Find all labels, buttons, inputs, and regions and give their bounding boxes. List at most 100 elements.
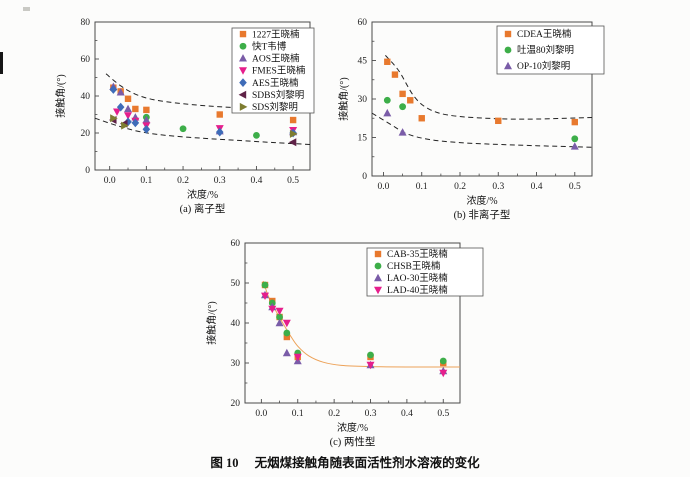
series-CHSB王晓楠 xyxy=(261,281,447,365)
chart-subtitle: (c) 两性型 xyxy=(330,435,376,448)
legend-marker xyxy=(239,67,247,75)
legend-marker xyxy=(504,30,512,38)
data-point xyxy=(121,121,129,130)
y-tick-label: 0 xyxy=(362,172,367,182)
data-point xyxy=(367,351,374,359)
legend-label: OP-10刘黎明 xyxy=(517,60,570,72)
data-point xyxy=(276,313,283,321)
upper-envelope xyxy=(385,55,593,120)
data-point xyxy=(283,329,291,337)
chart-subtitle: (b) 非离子型 xyxy=(454,208,511,221)
x-tick-label: 0.2 xyxy=(177,176,189,186)
y-tick-label: 60 xyxy=(231,239,241,249)
legend-label: CAB-35王晓楠 xyxy=(387,248,448,260)
x-axis-label: 浓度/% xyxy=(187,188,218,201)
data-point xyxy=(407,97,414,104)
legend-label: AES王晓楠 xyxy=(252,77,299,89)
chart-b: 0.0 0.1 0.2 0.3 0.4 0.5 0 15 30 45 60 接触角/(°) 浓度/%(b… xyxy=(337,18,605,221)
data-point xyxy=(132,105,139,113)
legend-label: SDBS刘黎明 xyxy=(252,89,304,101)
data-point xyxy=(383,108,392,117)
data-point xyxy=(399,103,407,111)
data-point xyxy=(216,111,223,118)
data-point xyxy=(571,118,578,126)
data-point xyxy=(261,292,270,300)
data-point xyxy=(142,124,151,134)
data-point xyxy=(143,106,150,114)
data-point xyxy=(116,102,125,112)
x-tick-label: 0.5 xyxy=(569,182,581,192)
data-point xyxy=(495,117,502,125)
figure-caption-text: 无烟煤接触角随表面活性剂水溶液的变化 xyxy=(254,456,480,470)
legend-box xyxy=(496,25,605,75)
scan-artifact xyxy=(0,52,3,74)
data-point xyxy=(418,115,425,122)
x-tick-label: 0.0 xyxy=(104,176,116,186)
legend-marker xyxy=(374,273,382,282)
data-point xyxy=(131,118,140,128)
data-point xyxy=(275,318,284,327)
lower-envelope xyxy=(94,117,311,145)
x-tick-label: 0.2 xyxy=(328,409,340,419)
data-point xyxy=(384,58,391,65)
data-point xyxy=(398,128,407,136)
y-tick-label: 15 xyxy=(358,134,368,144)
data-point xyxy=(399,90,406,98)
legend-label: AOS王晓楠 xyxy=(252,53,300,65)
legend-label: CHSB王晓楠 xyxy=(387,260,441,272)
legend-box xyxy=(231,27,315,114)
data-point xyxy=(124,95,132,102)
x-tick-label: 0.1 xyxy=(292,409,304,419)
figure-caption: 图 10 无烟煤接触角随表面活性剂水溶液的变化 xyxy=(0,452,690,471)
figure-number: 图 10 xyxy=(210,456,239,470)
y-tick-label: 40 xyxy=(231,319,241,329)
legend: 1227王晓楠快T韦博AOS王晓楠FMES王晓楠AES王晓楠SDBS刘黎明SDS… xyxy=(231,27,315,114)
x-tick-label: 0.1 xyxy=(140,176,152,186)
data-point xyxy=(283,333,291,341)
data-point xyxy=(439,369,448,378)
legend-label: 吐温80刘黎明 xyxy=(517,44,574,56)
data-point xyxy=(288,138,297,147)
x-tick-label: 0.0 xyxy=(378,182,390,192)
x-axis-label: 浓度/% xyxy=(466,194,497,207)
series-SDS刘黎明 xyxy=(110,114,298,138)
legend-marker xyxy=(239,42,247,50)
y-axis-label: 接触角/(°) xyxy=(337,77,350,120)
data-point xyxy=(293,353,302,362)
data-point xyxy=(109,85,118,94)
legend-marker xyxy=(239,102,248,111)
y-axis-label: 接触角/(°) xyxy=(205,301,218,344)
y-tick-label: 50 xyxy=(231,279,241,289)
data-point xyxy=(289,129,298,138)
y-tick-label: 45 xyxy=(358,57,368,67)
legend-box xyxy=(366,247,484,297)
x-tick-label: 0.2 xyxy=(454,182,466,192)
data-point xyxy=(253,132,260,139)
scan-artifact xyxy=(23,7,30,11)
legend-label: LAD-40王晓楠 xyxy=(387,284,448,296)
series-快T韦博 xyxy=(142,113,260,139)
y-tick-label: 30 xyxy=(358,95,368,105)
chart-c: 0.0 0.1 0.2 0.3 0.4 0.5 20 30 40 50 60 接触角/(°) 浓度/%(… xyxy=(205,239,484,448)
x-tick-label: 0.5 xyxy=(287,176,299,186)
y-tick-label: 40 xyxy=(81,92,91,102)
legend-marker xyxy=(239,54,247,62)
lower-envelope xyxy=(371,112,593,148)
legend-label: 快T韦博 xyxy=(252,40,287,52)
y-tick-label: 20 xyxy=(81,129,91,139)
y-tick-label: 60 xyxy=(358,18,368,28)
data-point xyxy=(282,319,291,328)
series-LAD-40王晓楠 xyxy=(261,292,448,378)
data-point xyxy=(124,117,132,127)
data-point xyxy=(268,305,277,314)
data-point xyxy=(215,127,224,137)
data-point xyxy=(261,281,269,289)
x-tick-label: 0.1 xyxy=(416,182,428,192)
x-tick-label: 0.4 xyxy=(250,176,262,186)
legend-label: 1227王晓楠 xyxy=(252,28,300,40)
data-point xyxy=(124,104,133,113)
y-tick-label: 0 xyxy=(85,166,90,176)
legend-marker xyxy=(374,286,382,295)
